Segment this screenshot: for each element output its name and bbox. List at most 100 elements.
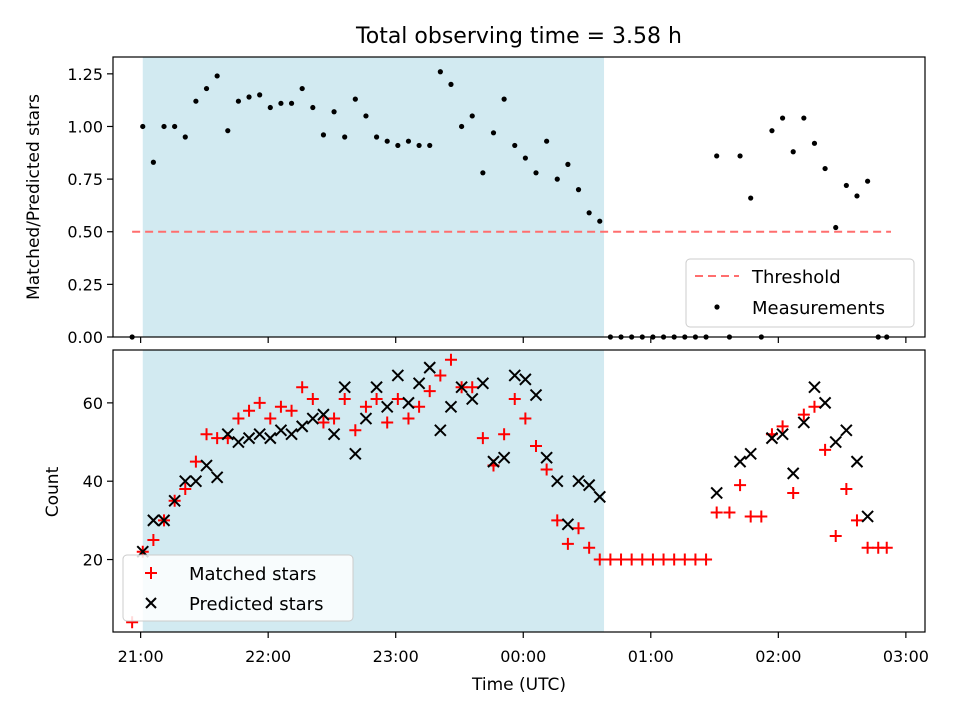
x-tick-label: 03:00 <box>883 647 929 666</box>
matched-star-point <box>861 541 874 554</box>
measurement-point <box>172 123 178 130</box>
matched-star-point <box>519 412 532 425</box>
predicted-star-point <box>253 428 266 441</box>
predicted-star-point <box>476 377 490 390</box>
measurement-point <box>586 210 592 216</box>
predicted-star-point <box>210 471 224 484</box>
predicted-star-point <box>157 514 171 527</box>
matched-star-point <box>880 541 893 554</box>
matched-star-point <box>444 353 457 366</box>
measurement-point <box>182 134 188 140</box>
matched-star-point <box>678 553 691 566</box>
matched-star-point <box>381 416 394 429</box>
predicted-star-point <box>519 373 532 386</box>
matched-star-point <box>710 506 723 519</box>
matched-star-point <box>338 392 351 405</box>
matched-star-point <box>508 392 521 405</box>
predicted-star-point <box>274 424 288 437</box>
measurement-point <box>448 81 454 87</box>
measurement-point <box>140 123 146 130</box>
y-tick-label: 1.00 <box>67 117 103 136</box>
predicted-star-point <box>338 381 351 394</box>
bottom-panel: 20 40 60 21:00 22:00 23:00 00:00 01:00 02:00 03:… <box>43 349 929 695</box>
bottom-legend-box <box>122 554 354 622</box>
predicted-star-point <box>327 428 341 441</box>
matched-star-point <box>636 553 649 566</box>
matched-star-point <box>850 514 863 527</box>
y-tick-label: 0.25 <box>67 275 103 294</box>
matched-star-point <box>328 412 341 425</box>
x-tick-label: 01:00 <box>628 647 674 666</box>
matched-star-point <box>657 553 670 566</box>
predicted-star-point <box>508 369 521 382</box>
y-tick-label: 1.25 <box>67 65 103 84</box>
measurement-point <box>331 109 337 115</box>
matched-star-point <box>243 404 256 417</box>
predicted-star-point <box>264 431 277 445</box>
matched-star-point <box>232 412 245 425</box>
measurement-point <box>405 138 412 144</box>
predicted-star-point <box>551 475 564 488</box>
measurement-point <box>833 224 839 231</box>
measurement-point <box>748 195 754 201</box>
measurement-point <box>395 142 401 149</box>
matched-star-point <box>583 541 596 554</box>
top-shaded-interval <box>142 57 605 337</box>
matched-star-point <box>615 553 628 566</box>
predicted-star-point <box>402 396 415 410</box>
measurement-point <box>822 165 828 172</box>
top-y-label: Matched/Predicted stars <box>24 94 44 300</box>
predicted-star-point <box>381 400 394 413</box>
measurement-point <box>246 94 252 100</box>
matched-star-point <box>561 537 574 550</box>
matched-star-point <box>593 553 606 566</box>
predicted-star-point <box>808 381 821 394</box>
matched-star-point <box>723 506 736 519</box>
x-tick-label: 23:00 <box>373 647 419 666</box>
measurement-point <box>150 159 156 165</box>
measurements-legend-swatch <box>714 304 720 310</box>
matched-star-point <box>349 424 362 437</box>
measurement-point <box>533 170 539 176</box>
measurement-point <box>490 130 497 136</box>
predicted-star-point <box>295 420 309 433</box>
measurement-point <box>416 142 422 149</box>
predicted-star-point <box>349 447 362 460</box>
measurement-point <box>352 96 358 102</box>
measurement-point <box>235 98 242 104</box>
predicted-star-point <box>359 412 373 425</box>
predicted-star-point <box>561 518 575 531</box>
measurement-point <box>320 132 327 138</box>
matched-star-point <box>776 420 789 433</box>
matched-star-point <box>572 522 585 535</box>
measurement-point <box>427 142 433 149</box>
measurement-point <box>854 193 860 199</box>
bottom-y-label: Count <box>43 466 63 517</box>
matched-star-point <box>466 381 479 394</box>
measurement-point <box>257 92 263 98</box>
bottom-x-axis: 21:00 22:00 23:00 00:00 01:00 02:00 03:00 <box>118 632 929 666</box>
predicted-star-point <box>221 428 234 441</box>
measurement-point <box>373 134 380 140</box>
measurement-point <box>363 113 369 119</box>
y-tick-label: 0.50 <box>67 223 103 242</box>
y-tick-label: 20 <box>83 551 103 570</box>
y-tick-label: 40 <box>83 472 103 491</box>
y-tick-label: 0.00 <box>67 328 103 347</box>
measurement-point <box>161 123 167 130</box>
measurement-point <box>597 218 603 224</box>
predicted-star-point <box>776 428 789 441</box>
measurement-point <box>299 85 305 92</box>
measurement-point <box>865 178 871 184</box>
matched-star-point <box>476 432 489 445</box>
predicted-star-point <box>306 412 320 425</box>
predicted-star-point <box>189 475 203 488</box>
predicted-star-point <box>850 455 864 468</box>
matched-star-point <box>819 443 832 456</box>
measurement-point <box>790 149 796 155</box>
matched-star-point <box>274 400 287 413</box>
y-tick-label: 60 <box>83 394 103 413</box>
x-tick-label: 00:00 <box>500 647 546 666</box>
matched-star-point <box>359 400 372 413</box>
